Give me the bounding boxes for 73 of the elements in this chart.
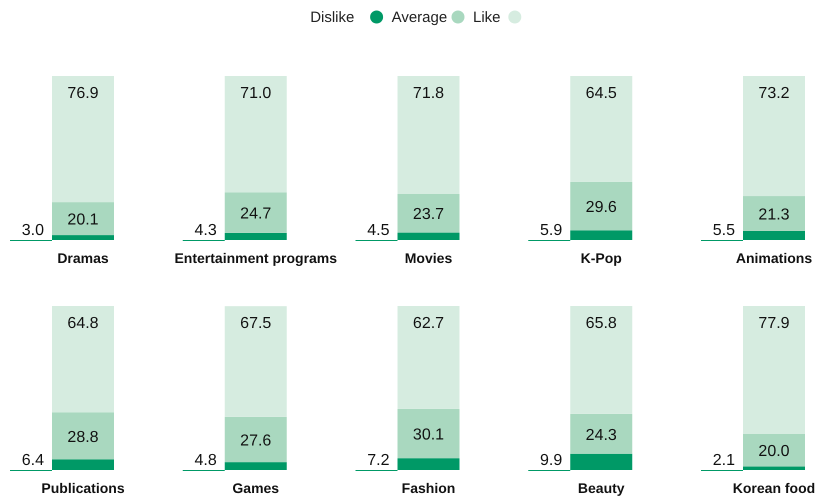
data-label: 23.7: [412, 206, 444, 224]
bar: [52, 412, 114, 460]
data-label: 29.6: [586, 199, 617, 216]
data-label: 64.8: [67, 315, 99, 332]
bar: [398, 232, 460, 240]
data-label: 30.1: [412, 426, 444, 444]
bar: [224, 416, 287, 462]
data-label: 27.6: [240, 432, 272, 450]
bar: [743, 76, 805, 196]
x-tick-label: Dramas: [57, 250, 109, 266]
bar: [398, 76, 460, 194]
x-tick-label: Animations: [736, 250, 812, 266]
bar: [570, 414, 632, 454]
bar: [570, 182, 632, 230]
bar: [570, 306, 632, 414]
data-label: 9.9: [540, 452, 562, 469]
data-label: 71.0: [240, 85, 272, 102]
data-label: 2.1: [712, 452, 736, 469]
legend-label: Dislike: [310, 9, 354, 26]
data-label: 5.9: [540, 222, 562, 239]
x-tick-label: Beauty: [578, 480, 625, 496]
x-tick-label: Games: [232, 480, 280, 496]
data-label: 3.0: [22, 222, 44, 239]
data-label: 4.5: [367, 222, 390, 239]
bar: [224, 232, 287, 240]
legend-label: Average: [392, 9, 448, 26]
data-label: 28.8: [67, 428, 99, 446]
bar: [224, 192, 287, 233]
data-label: 62.7: [412, 315, 444, 332]
bar: [52, 202, 114, 236]
data-label: 71.8: [412, 85, 444, 102]
bar: [224, 76, 287, 192]
data-label: 21.3: [758, 206, 790, 224]
x-tick-label: Korean food: [732, 480, 816, 496]
bar: [743, 306, 805, 434]
bar: [52, 76, 114, 202]
data-label: 24.3: [586, 426, 617, 444]
bar: [398, 306, 460, 409]
data-label: 67.5: [240, 315, 272, 332]
x-tick-label: Fashion: [402, 480, 456, 496]
data-label: 20.1: [67, 212, 99, 229]
data-label: 7.2: [367, 452, 390, 469]
bar: [570, 230, 632, 240]
x-tick-label: Entertainment programs: [174, 250, 338, 266]
data-label: 6.4: [22, 452, 44, 469]
legend-label: Like: [473, 9, 501, 26]
x-tick-label: K-Pop: [580, 250, 622, 266]
bar: [398, 458, 460, 470]
data-label: 4.8: [194, 452, 217, 469]
bar: [743, 434, 805, 467]
bar: [398, 408, 460, 458]
bar: [224, 306, 287, 417]
bar: [743, 230, 805, 240]
x-tick-label: Movies: [404, 250, 452, 266]
data-label: 73.2: [758, 85, 790, 102]
data-label: 64.5: [586, 85, 617, 102]
bar: [52, 235, 114, 240]
bar: [743, 466, 805, 470]
bar: [743, 196, 805, 231]
bar: [224, 462, 287, 470]
data-label: 77.9: [758, 315, 790, 332]
data-label: 20.0: [758, 443, 790, 460]
data-label: 65.8: [586, 315, 617, 332]
bar: [52, 306, 114, 412]
data-label: 24.7: [240, 206, 272, 223]
data-label: 76.9: [67, 85, 99, 102]
bar: [570, 76, 632, 182]
bar: [570, 454, 632, 470]
x-tick-label: Publications: [41, 480, 125, 496]
bar: [398, 194, 460, 233]
data-label: 5.5: [712, 222, 736, 239]
data-label: 4.3: [194, 222, 217, 239]
bar: [52, 460, 114, 470]
